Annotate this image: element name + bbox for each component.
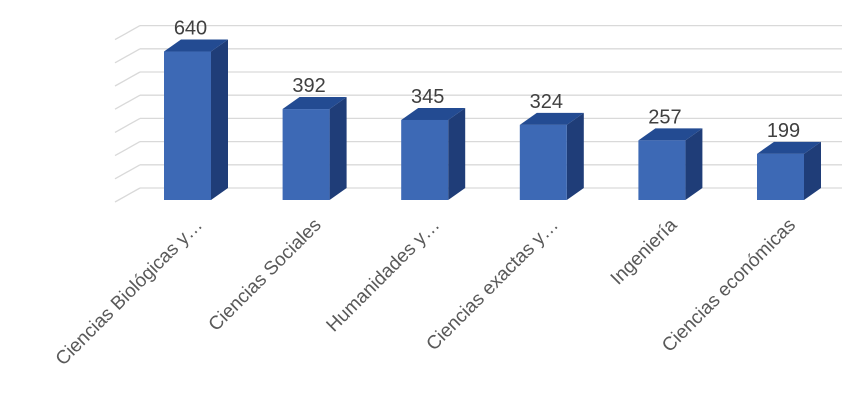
bar-top bbox=[282, 97, 347, 110]
bar bbox=[519, 112, 584, 200]
grid-lines bbox=[114, 24, 842, 203]
value-label: 345 bbox=[411, 86, 444, 108]
bar-front bbox=[638, 140, 686, 200]
gridline bbox=[114, 164, 842, 180]
category-label: Ciencias económicas bbox=[658, 215, 800, 357]
category-label: Ciencias exactas y… bbox=[423, 215, 563, 355]
bar-side bbox=[804, 141, 821, 200]
bar-top bbox=[519, 112, 584, 125]
bar-top bbox=[401, 107, 466, 120]
bar-front bbox=[282, 109, 330, 200]
value-label: 257 bbox=[648, 106, 681, 128]
bar-front bbox=[164, 51, 211, 200]
category-label: Ingeniería bbox=[607, 214, 682, 289]
bar-front bbox=[401, 119, 449, 200]
bar-top bbox=[757, 141, 821, 154]
category-label: Ciencias Biológicas y… bbox=[52, 215, 207, 370]
category-label: Humanidades y… bbox=[323, 215, 445, 337]
bar-side bbox=[211, 39, 228, 200]
gridline bbox=[114, 140, 842, 157]
bar-top bbox=[164, 39, 228, 52]
gridline bbox=[114, 94, 842, 110]
bar-side bbox=[448, 107, 466, 200]
bar-side bbox=[685, 128, 703, 200]
category-label: Ciencias Sociales bbox=[205, 215, 326, 336]
value-labels: 640 392 345 324 257 199 bbox=[174, 18, 800, 142]
value-label: 640 bbox=[174, 18, 207, 40]
bar bbox=[282, 97, 347, 200]
bar-side bbox=[566, 112, 584, 200]
value-label: 392 bbox=[292, 75, 325, 97]
bars bbox=[164, 39, 821, 200]
bar bbox=[757, 141, 821, 200]
bar-front bbox=[757, 153, 804, 200]
gridline bbox=[114, 24, 842, 41]
gridline bbox=[114, 71, 842, 87]
bar-top bbox=[638, 128, 703, 141]
bar bbox=[164, 39, 228, 200]
value-label: 199 bbox=[767, 120, 800, 142]
bar-side bbox=[329, 97, 347, 200]
gridline bbox=[114, 187, 842, 203]
bar bbox=[638, 128, 703, 200]
gridline bbox=[114, 117, 842, 133]
bar-front bbox=[519, 124, 567, 200]
value-label: 324 bbox=[530, 91, 563, 113]
category-labels: Ciencias Biológicas y…Ciencias SocialesH… bbox=[52, 214, 800, 370]
gridline bbox=[114, 48, 842, 64]
bar bbox=[401, 107, 466, 200]
